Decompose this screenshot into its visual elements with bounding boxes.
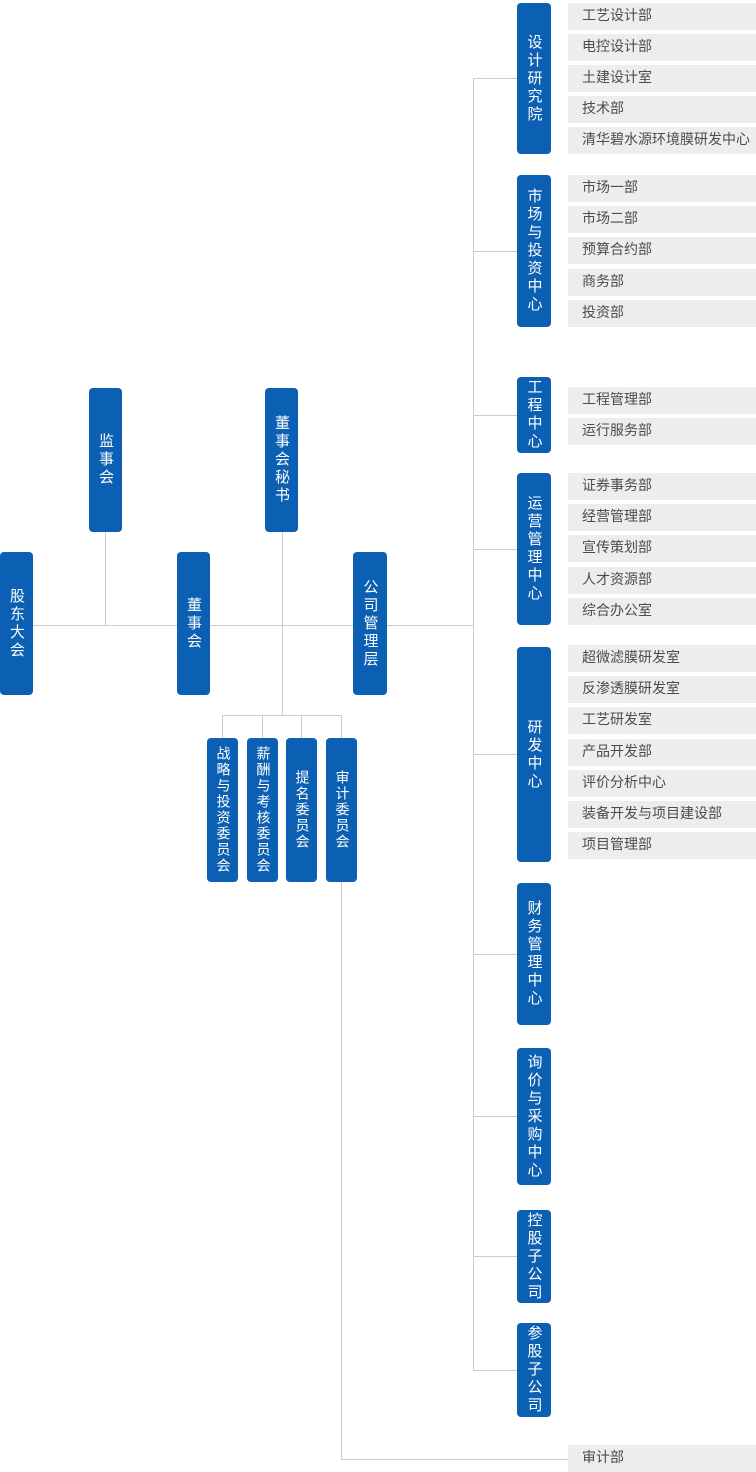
- dept-item: 产品开发部: [568, 739, 756, 766]
- node-label: 股东大会: [8, 587, 26, 660]
- node-rd-center: 研发中心: [517, 647, 551, 862]
- connector-line: [473, 251, 517, 252]
- node-operations-management-center: 运营管理中心: [517, 473, 551, 625]
- node-label: 运营管理中心: [525, 495, 544, 603]
- connector-line: [341, 882, 342, 1459]
- dept-item: 反渗透膜研发室: [568, 676, 756, 703]
- node-label: 董事会: [185, 596, 203, 651]
- node-label: 监事会: [97, 433, 115, 487]
- dept-item: 市场一部: [568, 175, 756, 202]
- dept-item: 商务部: [568, 269, 756, 296]
- node-label: 公司管理层: [361, 578, 380, 669]
- node-label: 设计研究院: [525, 33, 544, 124]
- connector-line: [222, 715, 223, 738]
- node-board-of-directors: 董事会: [177, 552, 210, 695]
- node-engineering-center: 工程中心: [517, 377, 551, 453]
- dept-item: 运行服务部: [568, 418, 756, 445]
- node-strategy-investment-committee: 战略与投资委员会: [207, 738, 238, 882]
- connector-line: [473, 754, 517, 755]
- node-board-secretary: 董事会秘书: [265, 388, 298, 532]
- dept-item: 土建设计室: [568, 65, 756, 92]
- dept-item: 证券事务部: [568, 473, 756, 500]
- node-nomination-committee: 提名委员会: [286, 738, 317, 882]
- node-label: 市场与投资中心: [525, 188, 544, 314]
- node-label: 工程中心: [525, 379, 544, 451]
- node-label: 战略与投资委员会: [214, 746, 231, 874]
- node-remuneration-appraisal-committee: 薪酬与考核委员会: [247, 738, 278, 882]
- dept-item: 超微滤膜研发室: [568, 645, 756, 672]
- node-label: 询价与采购中心: [525, 1053, 544, 1180]
- node-design-research-institute: 设计研究院: [517, 3, 551, 154]
- dept-item-audit-department: 审计部: [568, 1445, 756, 1472]
- dept-item: 预算合约部: [568, 237, 756, 264]
- dept-item: 工艺设计部: [568, 3, 756, 30]
- node-label: 董事会秘书: [273, 415, 291, 505]
- connector-line: [341, 1459, 568, 1460]
- node-finance-management-center: 财务管理中心: [517, 883, 551, 1025]
- connector-line: [105, 532, 106, 625]
- dept-item: 电控设计部: [568, 34, 756, 61]
- node-supervisory-board: 监事会: [89, 388, 122, 532]
- node-label: 审计委员会: [333, 770, 350, 850]
- connector-line: [473, 415, 517, 416]
- node-label: 薪酬与考核委员会: [254, 746, 271, 874]
- dept-item: 综合办公室: [568, 598, 756, 625]
- node-label: 研发中心: [525, 718, 544, 791]
- dept-item: 技术部: [568, 96, 756, 123]
- connector-line: [473, 78, 517, 79]
- connector-line: [282, 532, 283, 716]
- connector-line: [262, 715, 263, 738]
- node-shareholders-meeting: 股东大会: [0, 552, 33, 695]
- connector-line: [473, 78, 474, 1370]
- dept-item: 经营管理部: [568, 504, 756, 531]
- dept-item: 宣传策划部: [568, 535, 756, 562]
- connector-line: [33, 625, 473, 626]
- dept-item: 工艺研发室: [568, 707, 756, 734]
- dept-item: 投资部: [568, 300, 756, 327]
- node-audit-committee: 审计委员会: [326, 738, 357, 882]
- connector-line: [341, 715, 342, 738]
- dept-item: 市场二部: [568, 206, 756, 233]
- connector-line: [473, 954, 517, 955]
- node-management: 公司管理层: [353, 552, 387, 695]
- node-label: 控股子公司: [525, 1211, 544, 1302]
- node-holding-subsidiaries: 控股子公司: [517, 1210, 551, 1303]
- node-inquiry-procurement-center: 询价与采购中心: [517, 1048, 551, 1185]
- dept-item: 项目管理部: [568, 832, 756, 859]
- dept-item: 装备开发与项目建设部: [568, 801, 756, 828]
- connector-line: [473, 1256, 517, 1257]
- connector-line: [473, 1116, 517, 1117]
- node-label: 财务管理中心: [525, 900, 544, 1008]
- dept-item: 人才资源部: [568, 567, 756, 594]
- node-label: 提名委员会: [293, 770, 310, 850]
- node-participating-subsidiaries: 参股子公司: [517, 1323, 551, 1417]
- dept-item: 评价分析中心: [568, 770, 756, 797]
- connector-line: [473, 549, 517, 550]
- connector-line: [301, 715, 302, 738]
- node-label: 参股子公司: [525, 1325, 544, 1415]
- dept-item: 清华碧水源环境膜研发中心: [568, 127, 756, 154]
- node-market-investment-center: 市场与投资中心: [517, 175, 551, 327]
- connector-line: [222, 715, 342, 716]
- dept-item: 工程管理部: [568, 387, 756, 414]
- connector-line: [473, 1370, 517, 1371]
